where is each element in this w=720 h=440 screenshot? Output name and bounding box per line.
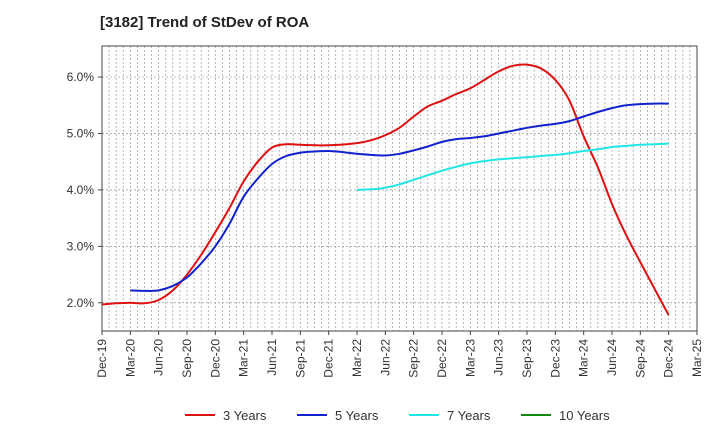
y-tick-label: 3.0%	[67, 239, 95, 253]
x-tick-label: Mar-21	[237, 339, 251, 377]
x-tick-label: Mar-25	[690, 339, 704, 377]
x-tick-label: Dec-21	[322, 339, 336, 378]
x-tick-label: Mar-24	[577, 339, 591, 377]
y-axis: 2.0% 3.0% 4.0% 5.0% 6.0%	[67, 70, 102, 310]
chart-title: [3182] Trend of StDev of ROA	[100, 14, 310, 31]
x-tick-label: Sep-24	[633, 339, 647, 378]
series-line-3-years	[101, 63, 670, 316]
x-tick-label: Mar-23	[463, 339, 477, 377]
grid	[102, 46, 697, 331]
legend-label: 3 Years	[223, 408, 267, 423]
legend: 3 Years 5 Years 7 Years 10 Years	[185, 408, 610, 423]
plot-frame	[101, 45, 698, 332]
x-tick-label: Dec-19	[95, 339, 109, 378]
x-tick-label: Sep-23	[520, 339, 534, 378]
x-tick-label: Sep-21	[293, 339, 307, 378]
x-tick-label: Jun-24	[605, 339, 619, 376]
y-tick-label: 6.0%	[67, 70, 95, 84]
x-tick-label: Dec-24	[662, 339, 676, 378]
x-tick-label: Jun-22	[378, 339, 392, 376]
x-axis: Dec-19 Mar-20 Jun-20 Sep-20 Dec-20 Mar-21 Jun-…	[95, 331, 704, 378]
y-tick-label: 5.0%	[67, 126, 95, 140]
x-tick-label: Mar-20	[123, 339, 137, 377]
x-tick-label: Dec-22	[435, 339, 449, 378]
series-line-7-years	[356, 142, 669, 191]
legend-label: 7 Years	[447, 408, 491, 423]
y-tick-label: 4.0%	[67, 183, 95, 197]
y-tick-label: 2.0%	[67, 296, 95, 310]
x-tick-label: Jun-23	[492, 339, 506, 376]
x-tick-label: Dec-23	[548, 339, 562, 378]
x-tick-label: Sep-22	[407, 339, 421, 378]
series-layer	[101, 63, 670, 316]
x-tick-label: Mar-22	[350, 339, 364, 377]
series-line-5-years	[130, 102, 669, 292]
x-tick-label: Jun-21	[265, 339, 279, 376]
x-tick-label: Dec-20	[208, 339, 222, 378]
legend-label: 10 Years	[559, 408, 610, 423]
x-tick-label: Jun-20	[152, 339, 166, 376]
legend-label: 5 Years	[335, 408, 379, 423]
x-tick-label: Sep-20	[180, 339, 194, 378]
